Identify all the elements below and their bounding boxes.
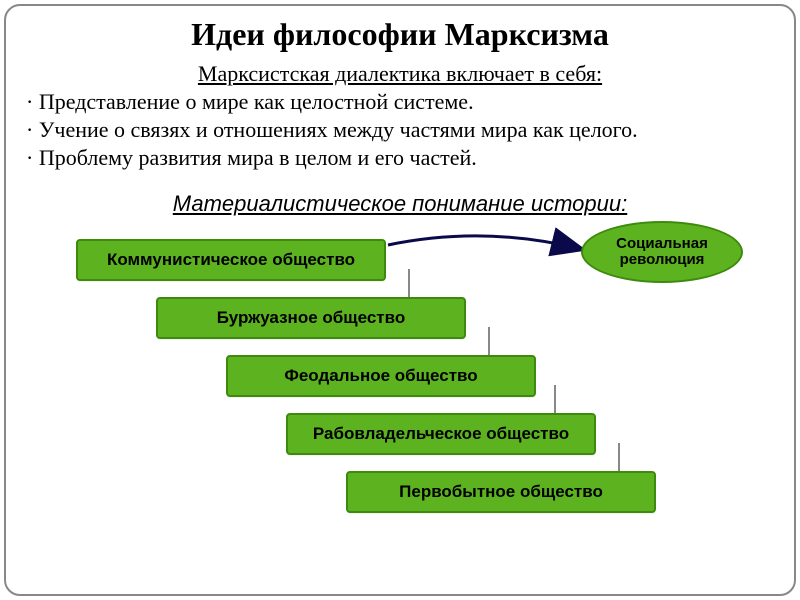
bullet-1: · Представление о мире как целостной сис… — [26, 89, 774, 115]
history-stages-diagram: Коммунистическое общество Буржуазное общ… — [26, 221, 774, 521]
section-materialist-history: Материалистическое понимание истории: — [26, 191, 774, 217]
bullet-3: · Проблему развития мира в целом и его ч… — [26, 145, 774, 171]
stage-slave: Рабовладельческое общество — [286, 413, 596, 455]
stage-bourgeois: Буржуазное общество — [156, 297, 466, 339]
stage-label: Рабовладельческое общество — [313, 424, 569, 444]
dialectic-subtitle: Марксистская диалектика включает в себя: — [26, 61, 774, 87]
stage-label: Феодальное общество — [284, 366, 477, 386]
stage-feudal: Феодальное общество — [226, 355, 536, 397]
social-revolution-node: Социальная революция — [581, 221, 743, 283]
stage-label: Коммунистическое общество — [107, 250, 355, 270]
arrow-path — [388, 236, 581, 249]
stage-primitive: Первобытное общество — [346, 471, 656, 513]
page-title: Идеи философии Марксизма — [26, 16, 774, 53]
revolution-label: Социальная революция — [616, 236, 708, 269]
stage-communist: Коммунистическое общество — [76, 239, 386, 281]
bullet-2: · Учение о связях и отношениях между час… — [26, 117, 774, 143]
stage-label: Первобытное общество — [399, 482, 603, 502]
slide-frame: Идеи философии Марксизма Марксистская ди… — [4, 4, 796, 596]
stage-label: Буржуазное общество — [217, 308, 405, 328]
